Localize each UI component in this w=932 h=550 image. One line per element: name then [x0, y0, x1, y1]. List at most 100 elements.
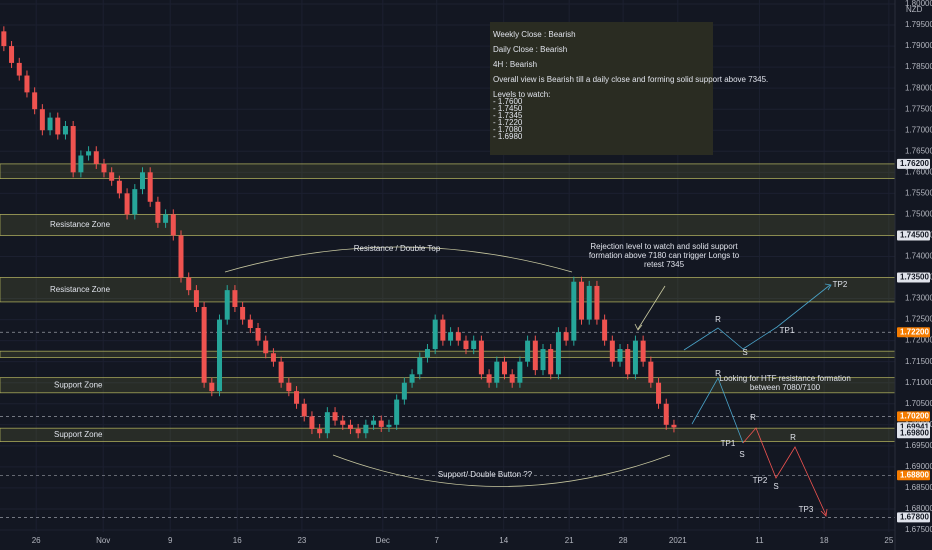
- top-arc: [224, 246, 573, 273]
- candle-body: [525, 340, 531, 362]
- annotation: S: [739, 450, 744, 459]
- annotation: TP1: [721, 439, 736, 448]
- candle-body: [155, 201, 161, 223]
- candle-body: [586, 285, 592, 320]
- candle-body: [294, 391, 300, 404]
- notes-box: Weekly Close : Bearish Daily Close : Bear…: [490, 22, 768, 155]
- bull-arrow: [824, 283, 832, 291]
- note-line: Weekly Close : Bearish: [493, 30, 576, 39]
- candle-body: [548, 349, 554, 375]
- y-tick-label: 1.69000: [905, 462, 932, 471]
- candle-body: [409, 374, 415, 383]
- candle-body: [217, 319, 223, 392]
- candle-body: [163, 214, 169, 223]
- y-tick-label: 1.77500: [905, 104, 932, 113]
- zone-label: Support Zone: [54, 380, 103, 389]
- candle-body: [463, 340, 469, 350]
- y-tick-label: 1.72500: [905, 315, 932, 324]
- annotation: retest 7345: [644, 260, 685, 269]
- y-tick-label: 1.70500: [905, 399, 932, 408]
- candle-body: [286, 382, 292, 392]
- candle-body: [232, 290, 238, 307]
- candle-body: [540, 349, 546, 371]
- candle-body: [170, 214, 176, 236]
- x-tick-label: 14: [499, 536, 508, 545]
- candle-body: [124, 193, 130, 215]
- note-line: Daily Close : Bearish: [493, 45, 567, 54]
- bear-path-a: [691, 377, 744, 444]
- note-line: - 1.7450: [493, 104, 523, 113]
- x-tick-label: 23: [297, 536, 306, 545]
- zone: [0, 214, 896, 236]
- price-axis: NZD 1.80000 1.79500 1.79000 1.78500 1.78000 1…: [32, 0, 932, 550]
- zone: [0, 277, 896, 303]
- annotation: TP2: [753, 476, 768, 485]
- x-tick-label: 11: [755, 536, 764, 545]
- zone: [0, 350, 896, 358]
- annotation: R: [715, 315, 721, 324]
- y-tick-label: 1.79000: [905, 41, 932, 50]
- candle-body: [579, 281, 585, 320]
- y-tick-label: 1.74000: [905, 252, 932, 261]
- zone-label: Support Zone: [54, 430, 103, 439]
- candle-body: [16, 62, 22, 76]
- price-label: 1.67800: [900, 512, 929, 521]
- candle-body: [93, 151, 99, 164]
- price-label: 1.73500: [900, 273, 929, 282]
- annotation: R: [790, 433, 796, 442]
- candle-body: [440, 319, 446, 341]
- candle-body: [9, 46, 15, 63]
- bear-arrow: [820, 508, 828, 517]
- annotation: R: [715, 369, 721, 378]
- annotation: S: [742, 348, 747, 357]
- y-tick-label: 1.75000: [905, 210, 932, 219]
- candle-body: [448, 332, 454, 341]
- y-tick-label: 1.77000: [905, 125, 932, 134]
- annotation: Rejection level to watch and solid suppo…: [590, 242, 738, 251]
- x-tick-label: 25: [884, 536, 893, 545]
- y-tick-label: 1.72000: [905, 336, 932, 345]
- candle-body: [517, 361, 523, 383]
- candle-body: [471, 340, 477, 350]
- candle-body: [594, 285, 600, 320]
- annotation: TP3: [799, 505, 814, 514]
- annotation: formation above 7180 can trigger Longs t…: [589, 251, 740, 260]
- price-label: 1.69800: [900, 428, 929, 437]
- candle-body: [55, 117, 61, 135]
- candle-body: [309, 416, 315, 430]
- candle-body: [178, 235, 184, 278]
- y-tick-label: 1.79500: [905, 20, 932, 29]
- price-label-bg: [897, 327, 930, 338]
- candle-body: [132, 189, 138, 215]
- candle-body: [340, 420, 346, 425]
- zones: Resistance Zone Resistance Zone Support Zo…: [0, 163, 896, 518]
- price-label-bg: [897, 272, 930, 283]
- candle-body: [609, 340, 615, 362]
- annotations: Resistance / Double Top Rejection level …: [354, 242, 851, 514]
- candle-body: [209, 382, 215, 392]
- candle-body: [532, 340, 538, 371]
- notes-bg: [490, 22, 713, 155]
- annotation: Looking for HTF resistance formation: [719, 374, 851, 383]
- candle-body: [371, 420, 377, 425]
- candle-body: [378, 420, 384, 427]
- candle-body: [386, 424, 392, 427]
- annotation: TP1: [780, 326, 795, 335]
- candle-body: [201, 306, 207, 383]
- candle-body: [355, 429, 361, 434]
- note-line: - 1.7220: [493, 118, 523, 127]
- candle-body: [139, 172, 145, 190]
- candle-body: [509, 374, 515, 383]
- x-tick-label: 18: [820, 536, 829, 545]
- price-label: 1.68800: [900, 470, 929, 479]
- bear-path-b: [742, 427, 827, 516]
- x-tick-label: 2021: [669, 536, 687, 545]
- candle-body: [1, 31, 7, 47]
- y-tick-label: 1.69500: [905, 441, 932, 450]
- candle-body: [301, 403, 307, 417]
- candle-body: [78, 155, 84, 173]
- arrow-line: [637, 285, 666, 330]
- bear-projection: [742, 427, 828, 517]
- note-line: Overall view is Bearish till a daily clo…: [493, 75, 768, 84]
- candle-body: [617, 349, 623, 362]
